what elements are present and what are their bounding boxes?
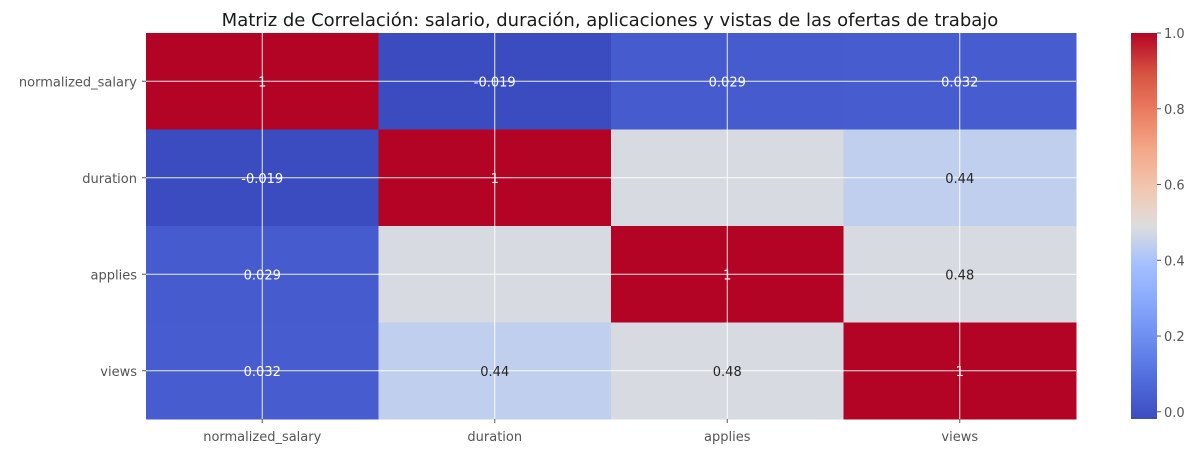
heatmap-grid [146, 33, 1076, 419]
colorbar-gradient [1131, 33, 1157, 419]
x-tick-label-2: applies [704, 430, 751, 445]
colorbar-tick-label-0: 0.0 [1164, 406, 1185, 421]
x-tick-label-1: duration [467, 430, 522, 445]
cell-label-r0-c3: 0.032 [941, 75, 978, 90]
colorbar-tick-label-3: 0.6 [1164, 179, 1185, 194]
colorbar-tick-label-4: 0.8 [1164, 103, 1185, 118]
cell-label-r0-c2: 0.029 [709, 75, 746, 90]
cell-label-r0-c1: -0.019 [474, 75, 516, 90]
colorbar-tick-label-2: 0.4 [1164, 254, 1185, 269]
x-axis: normalized_salary duration applies views [203, 419, 978, 445]
y-tick-label-3: views [100, 365, 137, 380]
heatmap-cell-labels: 1 -0.019 0.029 0.032 -0.019 1 0.44 0.029 1 0.48 0.… [241, 75, 978, 380]
cell-label-r1-c0: -0.019 [241, 172, 283, 187]
cell-label-r0-c0: 1 [258, 75, 266, 90]
cell-label-r2-c3: 0.48 [945, 268, 974, 283]
y-tick-label-1: duration [82, 172, 137, 187]
colorbar-tick-label-1: 0.2 [1164, 330, 1185, 345]
cell-label-r3-c1: 0.44 [480, 365, 509, 380]
cell-label-r3-c0: 0.032 [244, 365, 281, 380]
colorbar: 0.0 0.2 0.4 0.6 0.8 1.0 [1131, 27, 1185, 421]
y-tick-label-0: normalized_salary [19, 75, 137, 90]
heatmap-cells [146, 33, 1077, 420]
x-tick-label-0: normalized_salary [203, 430, 321, 445]
y-axis: normalized_salary duration applies views [19, 75, 146, 380]
cell-label-r1-c3: 0.44 [945, 172, 974, 187]
cell-label-r2-c0: 0.029 [244, 268, 281, 283]
cell-label-r3-c2: 0.48 [713, 365, 742, 380]
colorbar-tick-label-5: 1.0 [1164, 27, 1185, 42]
x-tick-label-3: views [941, 430, 978, 445]
cell-label-r3-c3: 1 [956, 365, 964, 380]
cell-label-r1-c1: 1 [491, 172, 499, 187]
cell-label-r2-c2: 1 [723, 268, 731, 283]
y-tick-label-2: applies [91, 268, 138, 283]
chart-title: Matriz de Correlación: salario, duración… [222, 10, 999, 31]
